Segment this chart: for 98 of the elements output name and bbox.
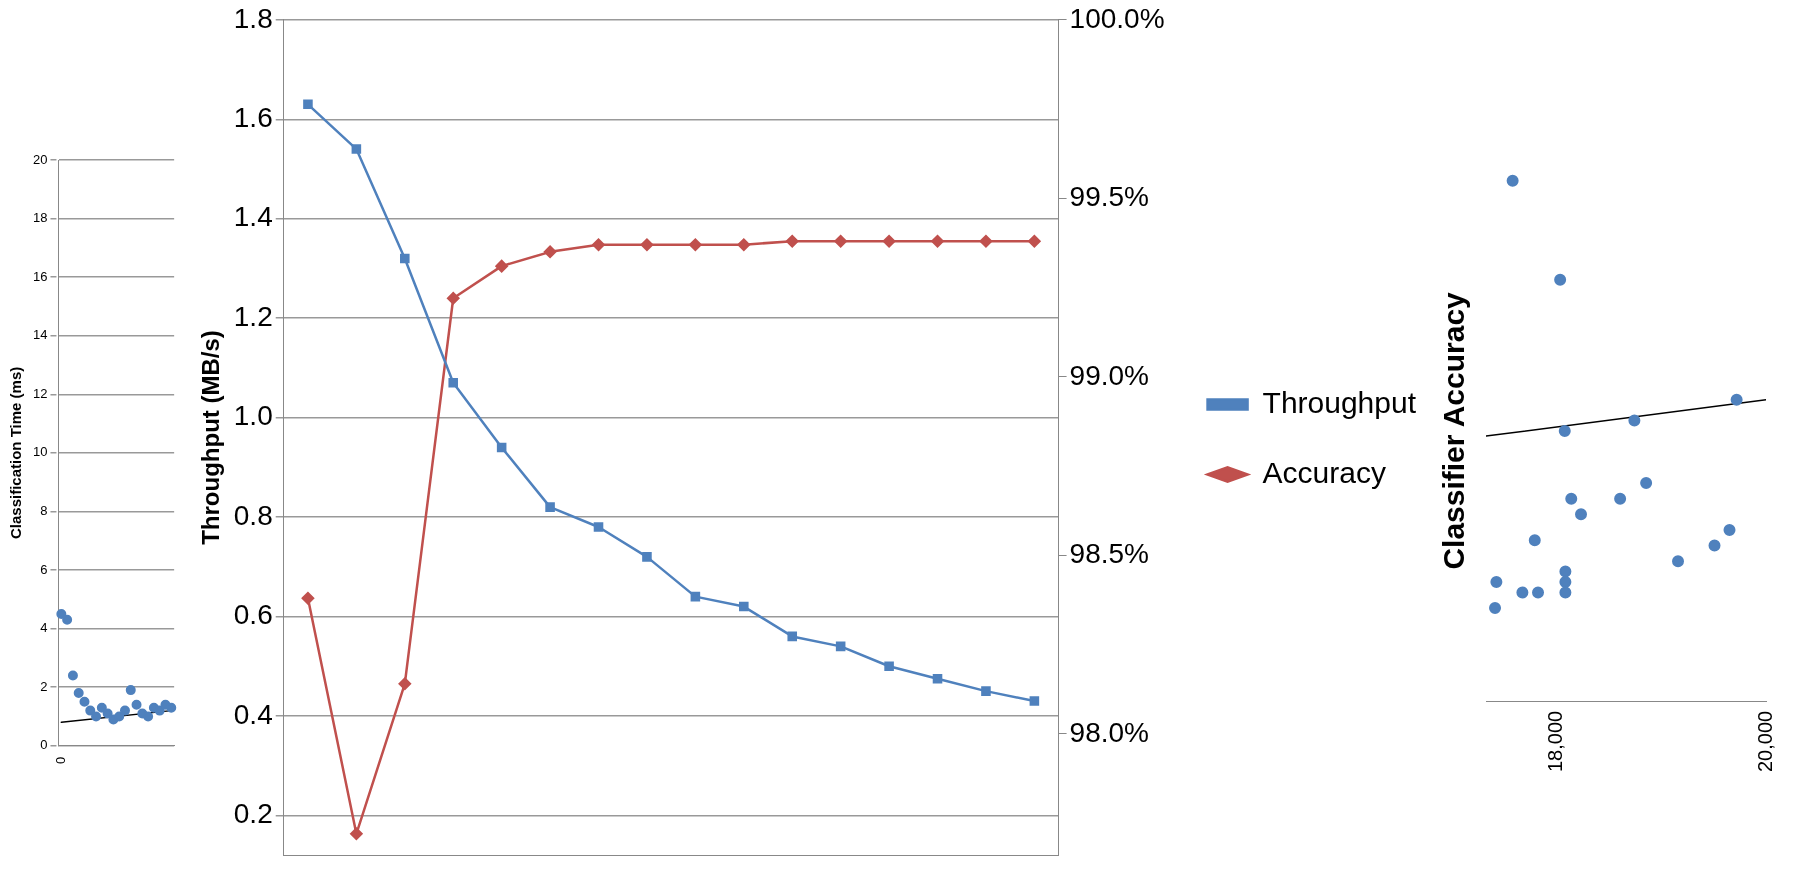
point [1558, 424, 1571, 437]
point [787, 631, 798, 642]
point [166, 702, 177, 713]
y-tick-label: 10 [32, 444, 48, 460]
y-tick-label: 14 [32, 327, 48, 343]
y-axis-title: Throughput (MB/s) [197, 330, 225, 545]
y2-tick-label: 99.5% [1069, 181, 1149, 213]
point [398, 677, 412, 691]
point [495, 259, 508, 273]
point [85, 705, 96, 716]
y-tick-label: 8 [40, 503, 48, 519]
y-tick-label: 0.2 [233, 798, 273, 830]
y-tick-label: 1.8 [233, 2, 273, 34]
y-tick-label: 12 [32, 385, 48, 401]
y2-tick-label: 98.0% [1069, 716, 1149, 748]
point [545, 502, 555, 512]
point [448, 378, 459, 388]
y-tick-label: 2 [40, 678, 48, 694]
point [154, 705, 165, 716]
point [96, 702, 107, 713]
point [1730, 393, 1743, 406]
point [1559, 576, 1572, 588]
point [1723, 523, 1736, 536]
point [834, 234, 847, 248]
point [73, 688, 84, 699]
y-tick-label: 0.4 [233, 698, 273, 730]
point [91, 711, 102, 722]
point [932, 673, 943, 684]
point [593, 522, 604, 532]
point [1628, 414, 1641, 427]
point [690, 591, 701, 602]
legend-label: Accuracy [1262, 455, 1386, 489]
y-axis-title: Classification Time (ms) [7, 366, 25, 540]
point [62, 614, 73, 625]
point [785, 234, 799, 248]
y2-tick-label: 100.0% [1069, 2, 1165, 34]
point [1559, 586, 1572, 599]
point [835, 641, 846, 652]
point [79, 696, 90, 707]
y-tick-label: 18 [32, 210, 48, 226]
y-tick-label: 4 [40, 620, 48, 636]
point [737, 238, 751, 251]
point [1565, 492, 1578, 505]
point [1575, 508, 1588, 521]
point [125, 685, 136, 696]
x-tick-label: 18,000 [1543, 710, 1566, 772]
x-tick-label: 20,000 [1753, 710, 1776, 772]
y-tick-label: 0.8 [233, 499, 273, 531]
point [1559, 565, 1572, 578]
point [642, 552, 652, 562]
point [1489, 602, 1502, 615]
point [640, 238, 654, 251]
point [931, 234, 944, 248]
point [301, 591, 315, 605]
point [1640, 477, 1653, 490]
point [1614, 492, 1627, 505]
point [143, 711, 154, 722]
point [400, 253, 410, 264]
point [303, 99, 313, 110]
point [350, 827, 363, 841]
point [1028, 234, 1041, 248]
point [1029, 696, 1040, 706]
point [446, 292, 460, 305]
point [884, 661, 894, 672]
point [739, 601, 749, 612]
point [351, 144, 362, 154]
point [119, 705, 130, 716]
point [981, 686, 991, 696]
point [1532, 586, 1545, 599]
y2-tick-label: 99.0% [1069, 359, 1149, 391]
y-tick-label: 20 [32, 151, 48, 167]
point [1490, 576, 1503, 588]
point [543, 245, 557, 259]
point [689, 238, 702, 251]
y-tick-label: 1.6 [233, 101, 273, 133]
legend-label: Throughput [1262, 385, 1417, 419]
y-tick-label: 0.6 [233, 599, 273, 631]
point [592, 238, 605, 251]
point [1672, 555, 1685, 568]
point [882, 234, 896, 248]
point [496, 442, 507, 453]
y-axis-title: Classifier Accuracy [1437, 291, 1471, 570]
point [56, 608, 67, 619]
y-tick-label: 1.2 [233, 300, 273, 332]
point [67, 670, 78, 681]
point [1516, 586, 1529, 599]
y2-tick-label: 98.5% [1069, 538, 1149, 570]
y-tick-label: 16 [32, 268, 48, 284]
point [114, 711, 125, 722]
point [1554, 273, 1567, 286]
point [1708, 539, 1721, 552]
y-tick-label: 6 [40, 561, 48, 577]
y-tick-label: 1.0 [233, 400, 273, 432]
point [1528, 534, 1541, 547]
y-tick-label: 1.4 [233, 201, 273, 233]
point [1506, 174, 1519, 187]
point [131, 699, 142, 710]
point [979, 234, 993, 248]
